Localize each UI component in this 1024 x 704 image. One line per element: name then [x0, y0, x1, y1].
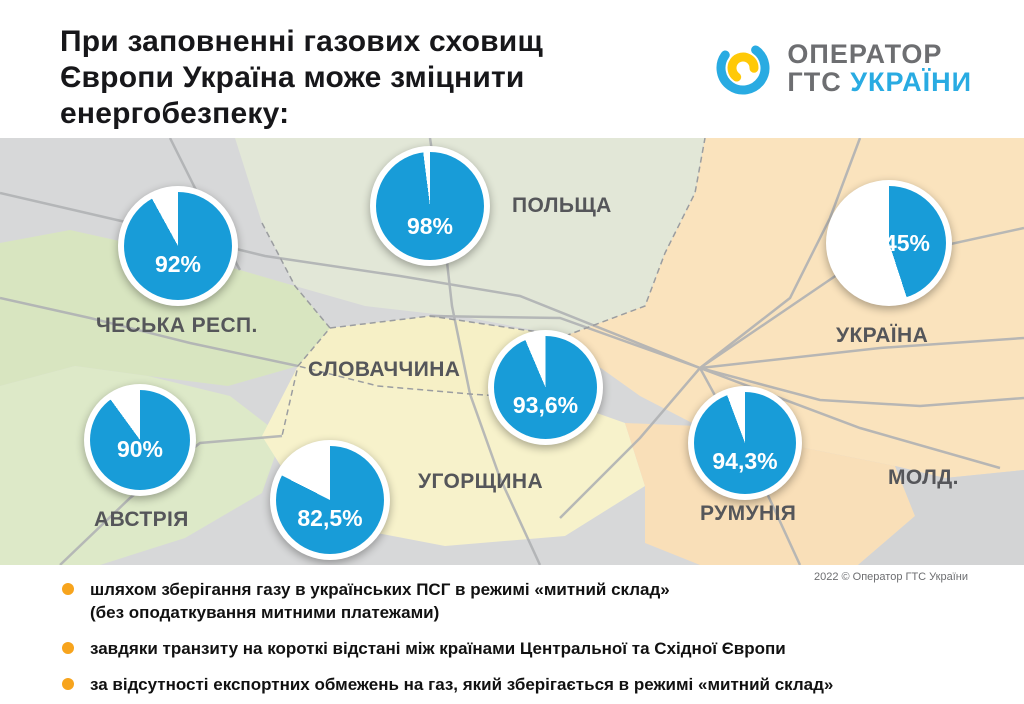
bullet-item: завдяки транзиту на короткі відстані між…: [62, 638, 962, 661]
map-borders: [261, 138, 706, 437]
pie-disc: [90, 390, 190, 490]
pie-chart-hungary: 82,5%: [270, 440, 390, 560]
country-label-austria: АВСТРІЯ: [94, 508, 189, 531]
pie-value-label: 94,3%: [712, 447, 778, 474]
pie-disc: [694, 392, 796, 494]
country-label-slovakia: СЛОВАЧЧИНА: [308, 358, 461, 381]
header: При заповненні газових сховищ Європи Укр…: [0, 0, 1024, 138]
pie-value-label: 90%: [116, 435, 164, 462]
bullet-text: за відсутності експортних обмежень на га…: [90, 674, 834, 694]
bullet-dot-icon: [62, 641, 74, 654]
logo-text-gts-ukrainy: ГТС УКРАЇНИ: [787, 68, 972, 96]
logo-text: ОПЕРАТОР ГТС УКРАЇНИ: [787, 38, 972, 97]
pie-chart-poland: 98%: [370, 146, 490, 266]
pie-value-label: 92%: [154, 250, 202, 277]
bullet-list: шляхом зберігання газу в українських ПСГ…: [62, 579, 962, 704]
country-label-ukraine: УКРАЇНА: [836, 324, 929, 347]
pie-chart-ukraine: 45%: [826, 180, 952, 306]
country-label-moldova: МОЛД.: [888, 466, 959, 489]
pie-value-label: 93,6%: [512, 392, 579, 419]
region-czech: [0, 230, 330, 386]
title-line-2: Європи Україна може зміцнити: [60, 61, 525, 94]
bullet-dot-icon: [62, 583, 74, 595]
operator-gts-logo: ОПЕРАТОР ГТС УКРАЇНИ: [711, 36, 972, 100]
country-label-czech: ЧЕСЬКА РЕСП.: [96, 314, 258, 337]
pie-chart-slovakia: 93,6%: [488, 330, 603, 445]
pie-value-label: 82,5%: [297, 504, 363, 531]
pie-disc: [376, 152, 484, 260]
country-label-romania: РУМУНІЯ: [700, 502, 797, 525]
logo-text-gts: ГТС: [787, 67, 842, 97]
title-line-1: При заповненні газових сховищ: [60, 25, 543, 58]
logo-text-ukrainy: УКРАЇНИ: [850, 67, 972, 97]
country-label-hungary: УГОРЩИНА: [418, 470, 544, 493]
pie-value-label: 98%: [406, 213, 454, 240]
pie-chart-czech: 92%: [118, 186, 238, 306]
pie-disc: [124, 192, 232, 300]
europe-map: 92% 98% 45% 93,6% 90% 82,5% 94,3% ЧЕСЬКА…: [0, 138, 1024, 565]
pie-chart-romania: 94,3%: [688, 386, 802, 500]
pie-disc: [494, 336, 597, 439]
logo-swirl-icon: [716, 41, 770, 95]
country-label-poland: ПОЛЬЩА: [512, 194, 612, 217]
bullet-dot-icon: [62, 677, 74, 690]
footer: 2022 © Оператор ГТС України шляхом збері…: [0, 565, 1024, 704]
logo-text-operator: ОПЕРАТОР: [787, 38, 943, 69]
pie-disc: [276, 446, 384, 554]
bullet-item: за відсутності експортних обмежень на га…: [62, 674, 962, 697]
page-title: При заповненні газових сховищ Європи Укр…: [60, 24, 543, 132]
pie-value-label: 45%: [883, 230, 930, 257]
copyright: 2022 © Оператор ГТС України: [813, 571, 968, 583]
title-line-3: енергобезпеку:: [60, 97, 290, 130]
region-moldova: [858, 466, 1024, 565]
pie-chart-austria: 90%: [84, 384, 196, 496]
bullet-text: шляхом зберігання газу в українських ПСГ…: [90, 580, 670, 622]
pie-disc: [832, 186, 946, 300]
bullet-text: завдяки транзиту на короткі відстані між…: [90, 638, 786, 658]
bullet-item: шляхом зберігання газу в українських ПСГ…: [62, 579, 962, 625]
